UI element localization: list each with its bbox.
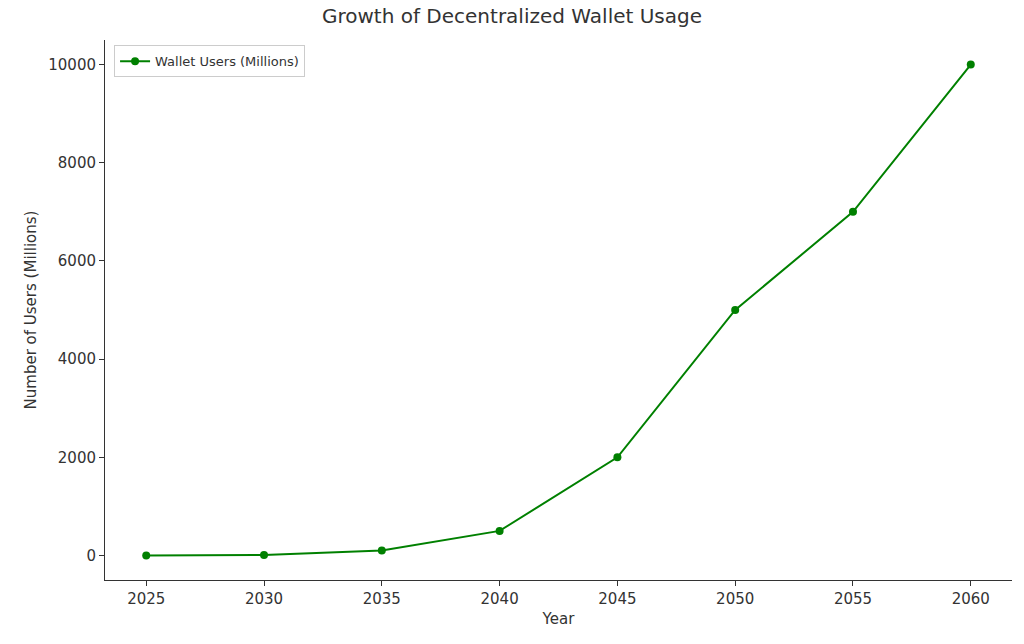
svg-text:2030: 2030 [245, 590, 283, 608]
svg-text:Wallet Users (Millions): Wallet Users (Millions) [155, 54, 299, 69]
svg-text:Year: Year [542, 610, 576, 628]
svg-text:2060: 2060 [952, 590, 990, 608]
svg-text:6000: 6000 [58, 252, 96, 270]
svg-text:2055: 2055 [834, 590, 872, 608]
svg-text:8000: 8000 [58, 154, 96, 172]
svg-text:Growth of Decentralized Wallet: Growth of Decentralized Wallet Usage [322, 4, 702, 28]
svg-text:2035: 2035 [363, 590, 401, 608]
svg-text:2025: 2025 [127, 590, 165, 608]
svg-text:0: 0 [86, 547, 96, 565]
svg-text:4000: 4000 [58, 350, 96, 368]
svg-text:2000: 2000 [58, 449, 96, 467]
svg-text:2040: 2040 [481, 590, 519, 608]
svg-text:2045: 2045 [598, 590, 636, 608]
svg-text:10000: 10000 [48, 56, 96, 74]
svg-text:Number of Users (Millions): Number of Users (Millions) [22, 211, 40, 410]
svg-text:2050: 2050 [716, 590, 754, 608]
